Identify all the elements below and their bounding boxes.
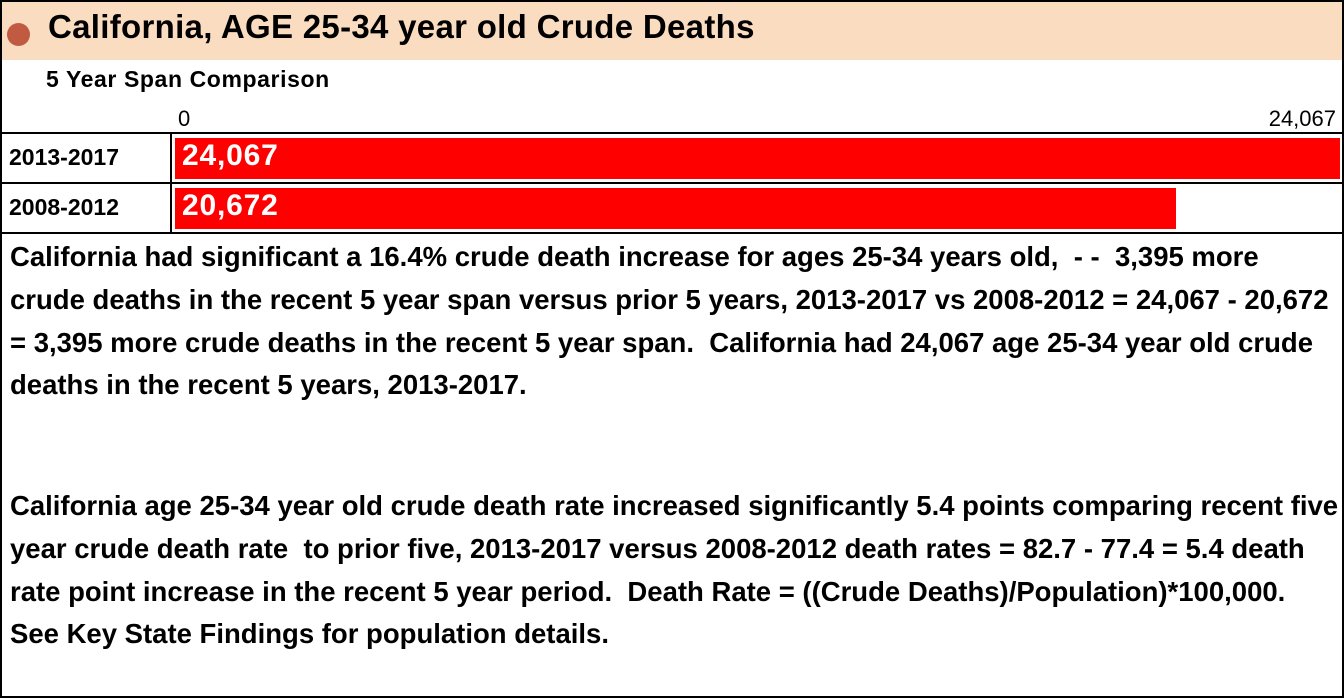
chart-subtitle: 5 Year Span Comparison	[46, 66, 330, 92]
bullet-dot-icon	[7, 23, 30, 46]
category-label-2008-2012: 2008-2012	[9, 194, 119, 220]
category-label-2013-2017: 2013-2017	[9, 144, 119, 170]
row-divider-middle	[2, 182, 1342, 184]
chart-title: California, AGE 25-34 year old Crude Dea…	[48, 8, 755, 45]
category-divider	[170, 134, 172, 232]
axis-tick-max: 24,067	[1268, 106, 1336, 131]
bar-value-label-2013-2017: 24,067	[182, 139, 279, 172]
bar-2013-2017	[175, 138, 1340, 179]
bar-value-label-2008-2012: 20,672	[182, 189, 279, 222]
axis-tick-min: 0	[178, 106, 191, 131]
row-divider-bottom	[2, 232, 1342, 234]
summary-paragraph-death-rate: California age 25-34 year old crude deat…	[10, 490, 1339, 650]
bar-2008-2012	[175, 188, 1176, 229]
row-divider-top	[2, 132, 1342, 134]
summary-paragraph-deaths: California had significant a 16.4% crude…	[10, 241, 1337, 401]
header-band: California, AGE 25-34 year old Crude Dea…	[2, 2, 1342, 60]
